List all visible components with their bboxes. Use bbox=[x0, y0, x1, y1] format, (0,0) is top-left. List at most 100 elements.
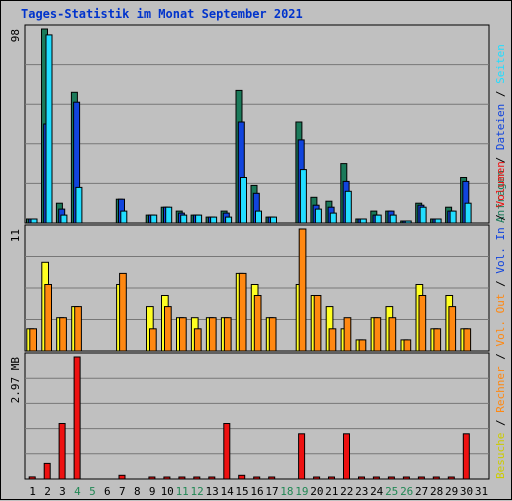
bar-seiten-day-12 bbox=[195, 214, 203, 224]
legend-visits-volume-part-1: / bbox=[494, 413, 507, 433]
bar-volumen-day-22 bbox=[343, 433, 350, 480]
bar-seiten-day-30 bbox=[464, 202, 472, 224]
bar-rechner-day-16 bbox=[253, 295, 262, 352]
bar-volumen-day-4 bbox=[73, 356, 81, 480]
x-tick-label-17: 17 bbox=[265, 485, 278, 498]
bar-seiten-day-1 bbox=[30, 218, 38, 224]
bar-seiten-day-9 bbox=[150, 214, 158, 224]
legend-hits-part-0: Anfragen bbox=[494, 170, 507, 223]
bar-rechner-day-2 bbox=[44, 284, 52, 352]
bar-seiten-day-27 bbox=[419, 206, 427, 224]
bar-volumen-day-23 bbox=[358, 476, 365, 480]
legend-hits: Anfragen / Dateien / Seiten bbox=[494, 44, 507, 223]
bar-rechner-day-29 bbox=[448, 306, 457, 352]
x-tick-label-28: 28 bbox=[430, 485, 443, 498]
bar-volumen-day-15 bbox=[238, 474, 246, 480]
x-tick-label-24: 24 bbox=[370, 485, 384, 498]
bar-seiten-day-26 bbox=[404, 220, 412, 224]
bar-rechner-day-13 bbox=[208, 317, 217, 352]
bar-rechner-day-24 bbox=[373, 317, 382, 352]
bar-rechner-day-3 bbox=[59, 317, 67, 352]
bar-seiten-day-13 bbox=[210, 216, 218, 224]
bar-rechner-day-7 bbox=[119, 272, 127, 352]
bar-volumen-day-16 bbox=[253, 476, 261, 480]
y-max-label-volume: 2.97 MB bbox=[9, 357, 22, 404]
bar-volumen-day-21 bbox=[328, 476, 335, 480]
bar-rechner-day-11 bbox=[179, 317, 187, 352]
bar-rechner-day-4 bbox=[74, 306, 82, 352]
bar-volumen-day-14 bbox=[223, 423, 231, 480]
x-tick-label-31: 31 bbox=[475, 485, 488, 498]
bar-seiten-day-29 bbox=[449, 210, 457, 224]
bar-rechner-day-1 bbox=[29, 328, 37, 352]
y-max-label-visits: 11 bbox=[9, 229, 22, 242]
bar-seiten-day-22 bbox=[344, 190, 352, 224]
bar-volumen-day-13 bbox=[208, 476, 216, 480]
x-tick-label-18: 18 bbox=[280, 485, 293, 498]
legend-visits-volume-part-7: / bbox=[494, 207, 507, 227]
x-tick-label-7: 7 bbox=[119, 485, 126, 498]
bar-rechner-day-30 bbox=[463, 328, 472, 352]
legend-hits-part-1: / bbox=[494, 150, 507, 170]
x-tick-label-14: 14 bbox=[220, 485, 234, 498]
bar-seiten-day-28 bbox=[434, 218, 442, 224]
bar-volumen-day-9 bbox=[148, 476, 156, 480]
bar-volumen-day-12 bbox=[193, 476, 201, 480]
bar-volumen-day-17 bbox=[268, 476, 276, 480]
bar-volumen-day-27 bbox=[417, 476, 425, 480]
bar-seiten-day-2 bbox=[45, 34, 53, 224]
x-tick-label-23: 23 bbox=[355, 485, 368, 498]
bar-seiten-day-4 bbox=[75, 186, 83, 224]
legend-visits-volume-part-6: Vol. In bbox=[494, 227, 507, 273]
bar-seiten-day-10 bbox=[165, 206, 173, 224]
bar-seiten-day-23 bbox=[359, 218, 367, 224]
legend-hits-part-4: Seiten bbox=[494, 44, 507, 84]
legend-visits-volume-part-4: Vol. Out bbox=[494, 294, 507, 347]
x-tick-label-20: 20 bbox=[310, 485, 323, 498]
bar-seiten-day-3 bbox=[60, 214, 68, 224]
bar-seiten-day-16 bbox=[255, 210, 262, 224]
bar-volumen-day-24 bbox=[372, 476, 380, 480]
bar-seiten-day-25 bbox=[389, 214, 397, 224]
panel-volume bbox=[24, 352, 490, 480]
x-tick-label-4: 4 bbox=[74, 485, 81, 498]
bar-rechner-day-21 bbox=[328, 328, 337, 352]
bar-rechner-day-10 bbox=[164, 306, 172, 352]
bar-volumen-day-7 bbox=[118, 474, 126, 480]
bar-seiten-day-15 bbox=[240, 177, 247, 224]
y-max-label-hits: 98 bbox=[9, 29, 22, 42]
x-tick-label-2: 2 bbox=[44, 485, 51, 498]
chart-title: Tages-Statistik im Monat September 2021 bbox=[21, 7, 303, 21]
legend-hits-part-2: Dateien bbox=[494, 104, 507, 150]
x-tick-label-1: 1 bbox=[29, 485, 36, 498]
bar-rechner-day-28 bbox=[433, 328, 442, 352]
x-tick-label-15: 15 bbox=[235, 485, 248, 498]
bar-seiten-day-21 bbox=[329, 212, 337, 224]
legend-visits-volume-part-5: / bbox=[494, 274, 507, 294]
bar-rechner-day-23 bbox=[358, 339, 367, 352]
bar-seiten-day-19 bbox=[299, 169, 307, 224]
bar-volumen-day-2 bbox=[43, 462, 51, 480]
bar-rechner-day-14 bbox=[223, 317, 232, 352]
bar-seiten-day-14 bbox=[225, 216, 233, 224]
bar-rechner-day-15 bbox=[238, 272, 247, 352]
bar-volumen-day-10 bbox=[163, 476, 171, 480]
bar-volumen-day-30 bbox=[462, 433, 470, 480]
x-tick-label-8: 8 bbox=[134, 485, 141, 498]
bar-seiten-day-20 bbox=[314, 208, 322, 224]
x-tick-label-19: 19 bbox=[295, 485, 308, 498]
bar-volumen-day-3 bbox=[58, 423, 66, 480]
bar-rechner-day-27 bbox=[418, 295, 427, 352]
x-tick-label-22: 22 bbox=[340, 485, 353, 498]
bar-rechner-day-12 bbox=[193, 328, 202, 352]
x-tick-label-27: 27 bbox=[415, 485, 428, 498]
x-tick-label-11: 11 bbox=[176, 485, 189, 498]
x-tick-label-5: 5 bbox=[89, 485, 96, 498]
bar-rechner-day-17 bbox=[268, 317, 277, 352]
x-tick-label-26: 26 bbox=[400, 485, 413, 498]
bar-volumen-day-11 bbox=[178, 476, 186, 480]
x-tick-label-6: 6 bbox=[104, 485, 111, 498]
bar-volumen-day-1 bbox=[28, 476, 36, 480]
